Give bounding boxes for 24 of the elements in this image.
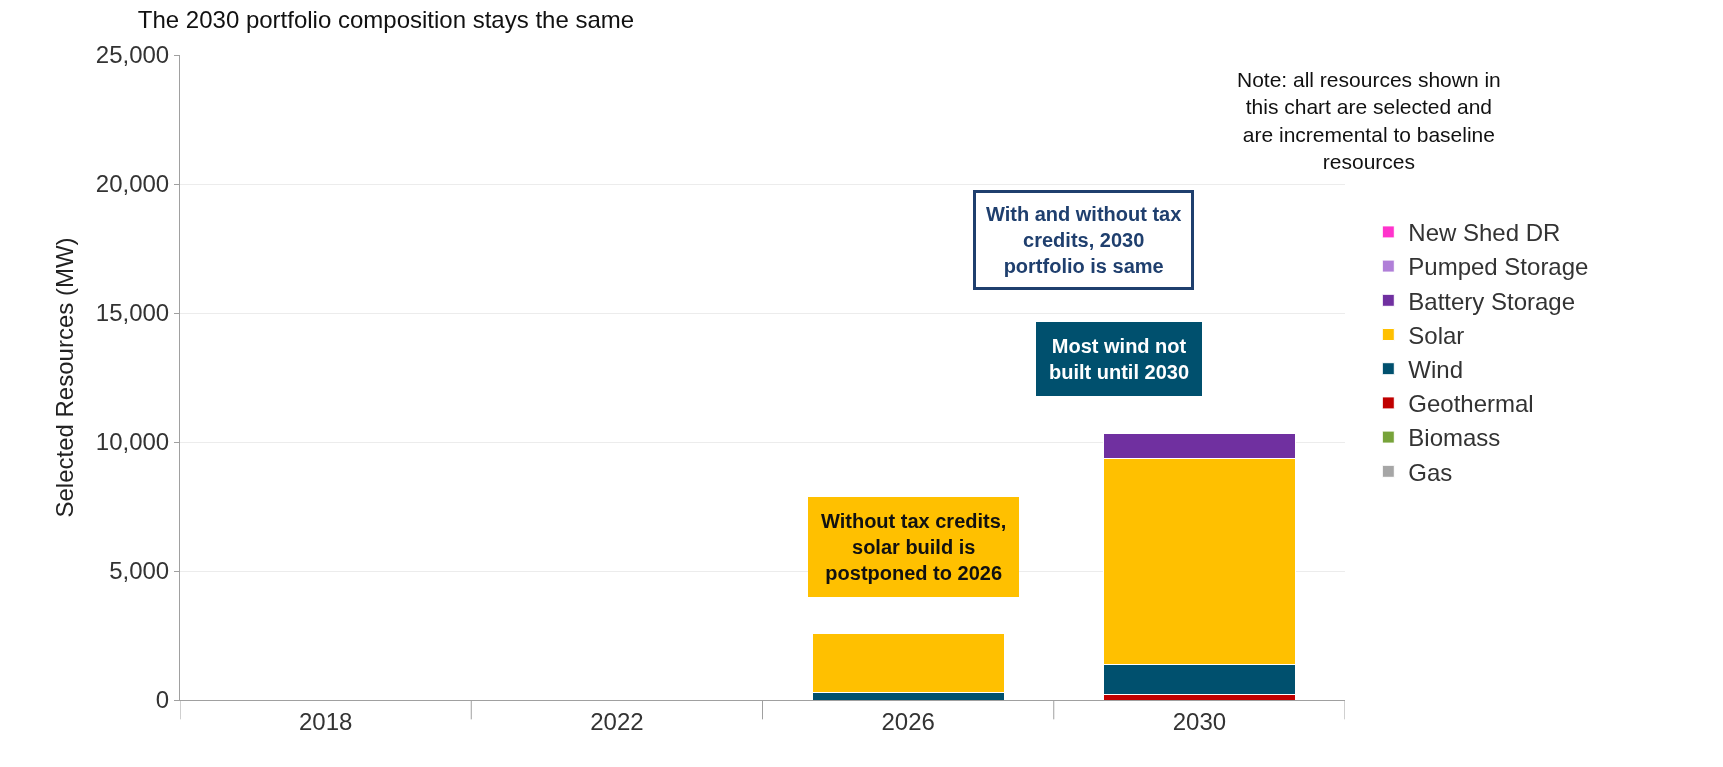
chart-title: The 2030 portfolio composition stays the same xyxy=(137,6,635,34)
annotation: Without tax credits, solar build is postponed to 2026 xyxy=(821,510,1007,584)
x-tick-label: 2018 xyxy=(298,707,353,735)
x-tick-label: 2022 xyxy=(590,707,644,735)
legend-label: Solar xyxy=(1408,321,1465,349)
legend-label: Pumped Storage xyxy=(1408,253,1589,281)
legend-label: Geothermal xyxy=(1408,390,1534,418)
y-tick-label: 25,000 xyxy=(95,41,170,69)
legend-label: New Shed DR xyxy=(1408,219,1561,247)
y-tick-label: 10,000 xyxy=(95,428,170,456)
y-axis-title: Selected Resources (MW) xyxy=(50,237,78,518)
x-tick-label: 2026 xyxy=(881,707,935,735)
x-tick-label: 2030 xyxy=(1172,707,1227,735)
legend-label: Biomass xyxy=(1408,424,1501,452)
legend-label: Gas xyxy=(1408,458,1453,486)
y-tick-label: 0 xyxy=(155,686,170,714)
annotation: With and without tax credits, 2030 portfolio is same xyxy=(986,203,1182,277)
y-tick-label: 5,000 xyxy=(109,557,170,585)
legend-label: Battery Storage xyxy=(1408,287,1576,315)
y-tick-label: 20,000 xyxy=(95,170,170,198)
annotation: Most wind not built until 2030 xyxy=(1049,335,1190,383)
legend-label: Wind xyxy=(1408,356,1463,384)
y-tick-label: 15,000 xyxy=(95,299,170,327)
annotation: Note: all resources shown in this chart are selected and are incremental to baseline resources xyxy=(1237,68,1501,173)
